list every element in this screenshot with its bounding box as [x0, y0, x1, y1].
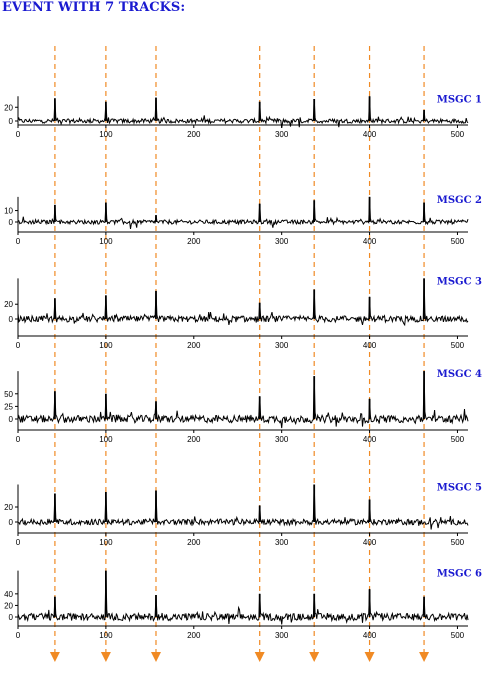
x-tick-label: 400 — [363, 341, 377, 350]
x-tick-label: 200 — [187, 631, 201, 640]
track-arrow-2 — [100, 652, 111, 662]
track-arrow-7 — [419, 652, 430, 662]
page-title: EVENT WITH 7 TRACKS: — [2, 0, 186, 15]
x-tick-label: 100 — [99, 538, 113, 547]
panel-4: 0 100 200 300 400 500 0 25 50 MSGC 4 — [4, 369, 482, 444]
track-arrow-4 — [254, 652, 265, 662]
x-tick-label: 0 — [16, 341, 21, 350]
y-tick-label: 20 — [4, 300, 13, 309]
x-tick-label: 100 — [99, 341, 113, 350]
track-arrow-3 — [150, 652, 161, 662]
x-tick-label: 500 — [451, 631, 465, 640]
x-tick-label: 100 — [99, 130, 113, 139]
y-tick-label: 25 — [4, 402, 13, 411]
x-tick-label: 400 — [363, 130, 377, 139]
x-tick-label: 500 — [451, 538, 465, 547]
y-tick-label: 20 — [4, 503, 13, 512]
track-arrow-5 — [309, 652, 320, 662]
x-tick-label: 300 — [275, 631, 289, 640]
signal-line — [17, 196, 469, 229]
signal-line — [17, 484, 469, 530]
x-tick-label: 400 — [363, 538, 377, 547]
x-tick-label: 0 — [16, 237, 21, 246]
x-tick-label: 500 — [451, 341, 465, 350]
x-tick-label: 200 — [187, 130, 201, 139]
panel-name: MSGC 2 — [437, 195, 482, 206]
x-tick-label: 500 — [451, 130, 465, 139]
x-tick-label: 100 — [99, 237, 113, 246]
x-tick-label: 500 — [451, 237, 465, 246]
y-tick-label: 0 — [9, 117, 14, 126]
y-tick-label: 20 — [4, 103, 13, 112]
signal-line — [17, 96, 469, 128]
x-tick-label: 200 — [187, 341, 201, 350]
x-tick-label: 300 — [275, 237, 289, 246]
panel-3: 0 100 200 300 400 500 0 20 MSGC 3 — [4, 276, 482, 350]
panel-6: 0 100 200 300 400 500 0 20 40 MSGC 6 — [4, 569, 482, 640]
x-tick-label: 400 — [363, 237, 377, 246]
panel-name: MSGC 4 — [437, 369, 482, 380]
panel-2: 0 100 200 300 400 500 0 10 MSGC 2 — [4, 195, 482, 246]
x-tick-label: 200 — [187, 538, 201, 547]
signal-line — [17, 371, 469, 429]
x-tick-label: 300 — [275, 341, 289, 350]
panel-name: MSGC 5 — [437, 483, 482, 494]
x-tick-label: 300 — [275, 435, 289, 444]
panel-name: MSGC 6 — [437, 569, 482, 580]
y-tick-label: 20 — [4, 601, 13, 610]
x-tick-label: 300 — [275, 538, 289, 547]
x-tick-label: 500 — [451, 435, 465, 444]
panel-name: MSGC 3 — [437, 276, 482, 287]
track-arrow-6 — [364, 652, 375, 662]
y-tick-label: 10 — [4, 207, 13, 216]
x-tick-label: 0 — [16, 130, 21, 139]
y-tick-label: 40 — [4, 590, 13, 599]
track-arrow-1 — [49, 652, 60, 662]
y-tick-label: 0 — [9, 218, 14, 227]
signal-line — [17, 278, 469, 327]
y-tick-label: 50 — [4, 390, 13, 399]
x-tick-label: 100 — [99, 435, 113, 444]
track-arrows — [49, 46, 430, 662]
y-tick-label: 0 — [9, 613, 14, 622]
y-tick-label: 0 — [9, 415, 14, 424]
panel-1: 0 100 200 300 400 500 0 20 MSGC 1 — [4, 94, 482, 139]
x-tick-label: 200 — [187, 435, 201, 444]
panel-name: MSGC 1 — [437, 94, 482, 105]
x-tick-label: 200 — [187, 237, 201, 246]
y-tick-label: 0 — [9, 315, 14, 324]
x-tick-label: 0 — [16, 435, 21, 444]
x-tick-label: 0 — [16, 538, 21, 547]
y-tick-label: 0 — [9, 518, 14, 527]
panel-5: 0 100 200 300 400 500 0 20 MSGC 5 — [4, 483, 482, 548]
signal-line — [17, 570, 469, 625]
x-tick-label: 400 — [363, 435, 377, 444]
x-tick-label: 0 — [16, 631, 21, 640]
x-tick-label: 400 — [363, 631, 377, 640]
x-tick-label: 300 — [275, 130, 289, 139]
x-tick-label: 100 — [99, 631, 113, 640]
